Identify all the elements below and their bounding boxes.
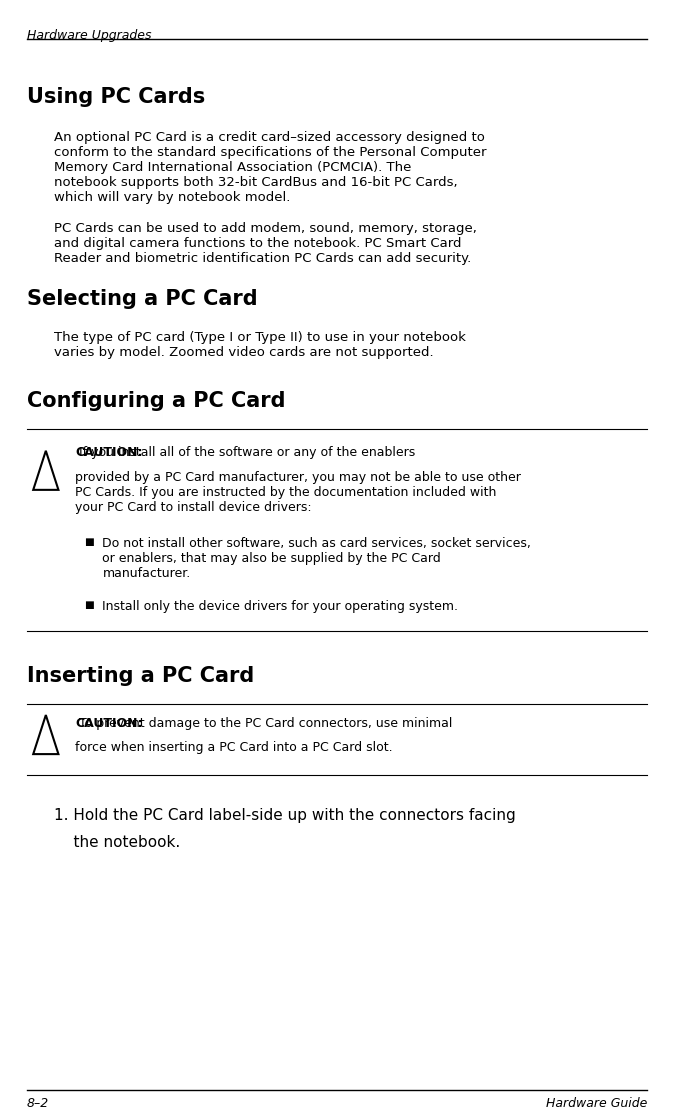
Text: provided by a PC Card manufacturer, you may not be able to use other
PC Cards. I: provided by a PC Card manufacturer, you … — [75, 471, 522, 514]
Text: An optional PC Card is a credit card–sized accessory designed to
conform to the : An optional PC Card is a credit card–siz… — [54, 131, 487, 204]
Text: ■: ■ — [84, 600, 94, 610]
Text: the notebook.: the notebook. — [54, 835, 180, 850]
Text: The type of PC card (Type I or Type II) to use in your notebook
varies by model.: The type of PC card (Type I or Type II) … — [54, 331, 466, 358]
Text: If you install all of the software or any of the enablers: If you install all of the software or an… — [75, 446, 416, 460]
Text: To prevent damage to the PC Card connectors, use minimal: To prevent damage to the PC Card connect… — [75, 717, 453, 730]
Text: 8–2: 8–2 — [27, 1097, 49, 1110]
Text: 1. Hold the PC Card label-side up with the connectors facing: 1. Hold the PC Card label-side up with t… — [54, 808, 516, 824]
Text: Inserting a PC Card: Inserting a PC Card — [27, 667, 254, 687]
Text: force when inserting a PC Card into a PC Card slot.: force when inserting a PC Card into a PC… — [75, 740, 393, 754]
Text: Hardware Upgrades: Hardware Upgrades — [27, 29, 152, 42]
Text: Selecting a PC Card: Selecting a PC Card — [27, 288, 257, 308]
Text: Install only the device drivers for your operating system.: Install only the device drivers for your… — [102, 600, 458, 612]
Text: Do not install other software, such as card services, socket services,
or enable: Do not install other software, such as c… — [102, 538, 531, 580]
Text: Using PC Cards: Using PC Cards — [27, 87, 205, 107]
Text: Configuring a PC Card: Configuring a PC Card — [27, 391, 286, 411]
Text: PC Cards can be used to add modem, sound, memory, storage,
and digital camera fu: PC Cards can be used to add modem, sound… — [54, 223, 477, 265]
Text: CAUTION:: CAUTION: — [75, 446, 143, 460]
Text: Hardware Guide: Hardware Guide — [546, 1097, 647, 1110]
Text: ■: ■ — [84, 538, 94, 548]
Text: CAUTION:: CAUTION: — [75, 717, 143, 730]
